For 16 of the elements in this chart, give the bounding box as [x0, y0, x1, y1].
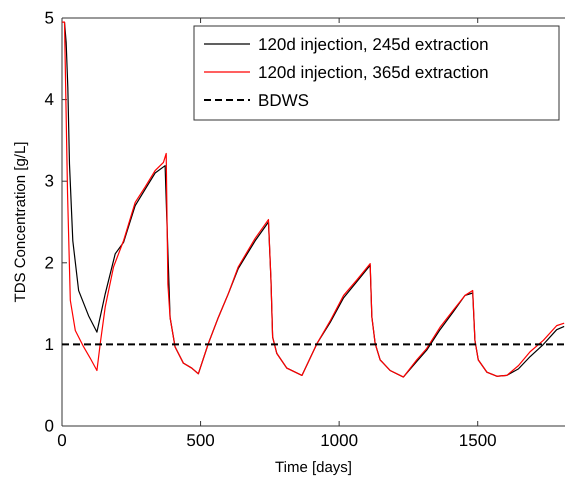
legend-label: BDWS: [258, 91, 309, 110]
legend-label: 120d injection, 245d extraction: [258, 35, 489, 54]
legend-label: 120d injection, 365d extraction: [258, 63, 489, 82]
y-tick-label: 3: [44, 172, 54, 191]
y-axis-title: TDS Concentration [g/L]: [12, 142, 29, 302]
y-tick-label: 1: [44, 334, 54, 354]
x-axis-title: Time [days]: [275, 459, 352, 476]
y-tick-label: 2: [44, 253, 54, 272]
y-tick-label: 0: [44, 416, 54, 436]
x-tick-label: 0: [57, 431, 67, 450]
x-tick-label: 1000: [320, 431, 358, 450]
line-series: [62, 21, 565, 378]
x-tick-label: 500: [186, 431, 215, 450]
x-tick-label: 1500: [458, 431, 497, 450]
y-tick-label: 5: [44, 8, 54, 28]
y-tick-label: 4: [44, 90, 54, 110]
